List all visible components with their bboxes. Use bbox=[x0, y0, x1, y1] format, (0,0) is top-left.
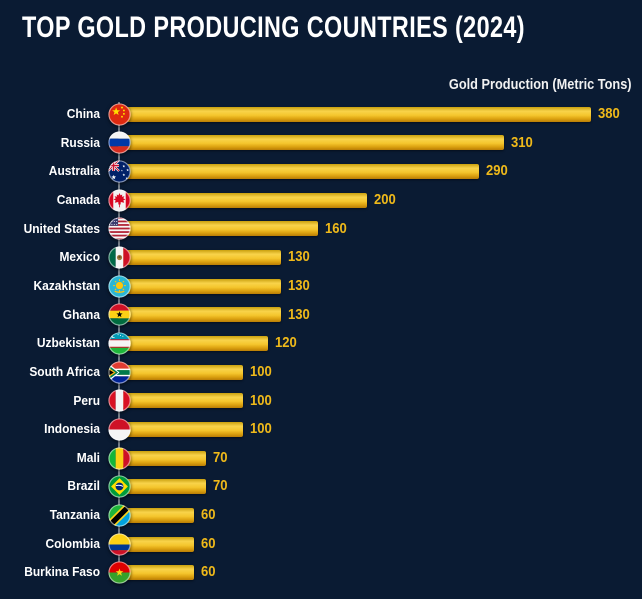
chart-row: Uzbekistan 120 bbox=[0, 329, 642, 358]
gold-production-bar bbox=[119, 135, 505, 151]
value-label: 160 bbox=[324, 220, 347, 237]
country-label: Russia bbox=[60, 134, 100, 150]
chart-row: Australia 290 bbox=[0, 157, 642, 186]
value-label: 120 bbox=[275, 335, 297, 352]
gold-production-bar bbox=[119, 421, 244, 437]
country-label: Colombia bbox=[45, 535, 100, 551]
value-label: 310 bbox=[511, 134, 533, 151]
country-label: Mali bbox=[76, 449, 100, 465]
gold-production-bar bbox=[119, 507, 194, 523]
country-label: Tanzania bbox=[49, 507, 100, 523]
gold-production-bar bbox=[119, 221, 318, 237]
country-label: Peru bbox=[73, 392, 100, 408]
value-label: 200 bbox=[374, 191, 397, 208]
peru-flag-icon bbox=[107, 389, 131, 412]
kazakhstan-flag-icon bbox=[107, 275, 131, 298]
gold-production-bar bbox=[119, 192, 368, 208]
value-label: 130 bbox=[287, 306, 310, 323]
value-label: 60 bbox=[200, 507, 216, 524]
value-label: 380 bbox=[598, 106, 620, 122]
chart-row: Russia 310 bbox=[0, 129, 642, 158]
value-label: 130 bbox=[287, 277, 310, 294]
country-label: South Africa bbox=[29, 363, 100, 379]
country-label: Indonesia bbox=[44, 421, 100, 437]
tanzania-flag-icon bbox=[107, 504, 131, 527]
chart-row: Burkina Faso 60 bbox=[0, 558, 642, 587]
value-label: 130 bbox=[287, 249, 310, 266]
burkina-faso-flag-icon bbox=[107, 561, 131, 584]
value-label: 70 bbox=[212, 449, 228, 466]
chart-row: Indonesia 100 bbox=[0, 415, 642, 444]
chart-row: South Africa 100 bbox=[0, 358, 642, 387]
country-label: United States bbox=[23, 220, 100, 236]
country-label: Ghana bbox=[62, 306, 100, 322]
country-label: Brazil bbox=[67, 478, 100, 494]
indonesia-flag-icon bbox=[107, 418, 131, 441]
chart-row: China 380 bbox=[0, 100, 642, 129]
value-label: 60 bbox=[200, 535, 216, 552]
gold-production-bar bbox=[119, 336, 269, 351]
country-label: Mexico bbox=[59, 249, 100, 265]
colombia-flag-icon bbox=[107, 532, 131, 556]
country-label: Uzbekistan bbox=[36, 335, 100, 351]
gold-production-bar bbox=[119, 106, 591, 122]
ghana-flag-icon bbox=[107, 303, 131, 326]
uzbekistan-flag-icon bbox=[107, 332, 131, 355]
value-label: 100 bbox=[250, 392, 272, 409]
gold-production-bar bbox=[119, 393, 244, 409]
country-label: Burkina Faso bbox=[24, 564, 100, 580]
chart-row: Brazil 70 bbox=[0, 472, 642, 501]
brazil-flag-icon bbox=[107, 475, 131, 498]
mali-flag-icon bbox=[107, 446, 131, 470]
china-flag-icon bbox=[107, 103, 131, 126]
mexico-flag-icon bbox=[107, 246, 131, 269]
chart-title: TOP GOLD PRODUCING COUNTRIES (2024) bbox=[22, 11, 525, 44]
gold-production-bar bbox=[119, 536, 194, 552]
canada-flag-icon bbox=[107, 189, 131, 212]
axis-label: Gold Production (Metric Tons) bbox=[449, 77, 632, 93]
usa-flag-icon bbox=[107, 217, 131, 241]
value-label: 100 bbox=[250, 421, 272, 438]
country-label: China bbox=[66, 106, 100, 121]
chart-row: Canada 200 bbox=[0, 186, 642, 215]
gold-production-bar bbox=[119, 307, 281, 323]
australia-flag-icon bbox=[107, 160, 131, 183]
value-label: 100 bbox=[250, 363, 272, 380]
chart-row: Peru 100 bbox=[0, 387, 642, 416]
country-label: Kazakhstan bbox=[33, 277, 100, 293]
value-label: 70 bbox=[212, 478, 228, 495]
gold-production-bar bbox=[119, 479, 206, 495]
gold-production-bar bbox=[119, 164, 480, 180]
chart-row: Kazakhstan 130 bbox=[0, 272, 642, 301]
south-africa-flag-icon bbox=[107, 361, 131, 384]
country-label: Canada bbox=[56, 191, 100, 207]
gold-production-bar bbox=[119, 364, 244, 380]
chart-row: United States 160 bbox=[0, 215, 642, 244]
value-label: 290 bbox=[486, 163, 508, 180]
value-label: 60 bbox=[200, 564, 216, 581]
gold-production-bar bbox=[119, 450, 206, 466]
russia-flag-icon bbox=[107, 131, 131, 155]
gold-production-bar bbox=[119, 278, 281, 294]
chart-row: Mexico 130 bbox=[0, 243, 642, 272]
chart-row: Mali 70 bbox=[0, 444, 642, 473]
country-label: Australia bbox=[48, 163, 100, 179]
gold-production-bar bbox=[119, 565, 194, 581]
chart-row: Ghana 130 bbox=[0, 301, 642, 330]
chart-row: Colombia 60 bbox=[0, 530, 642, 559]
chart-row: Tanzania 60 bbox=[0, 501, 642, 530]
gold-production-bar bbox=[119, 250, 281, 266]
